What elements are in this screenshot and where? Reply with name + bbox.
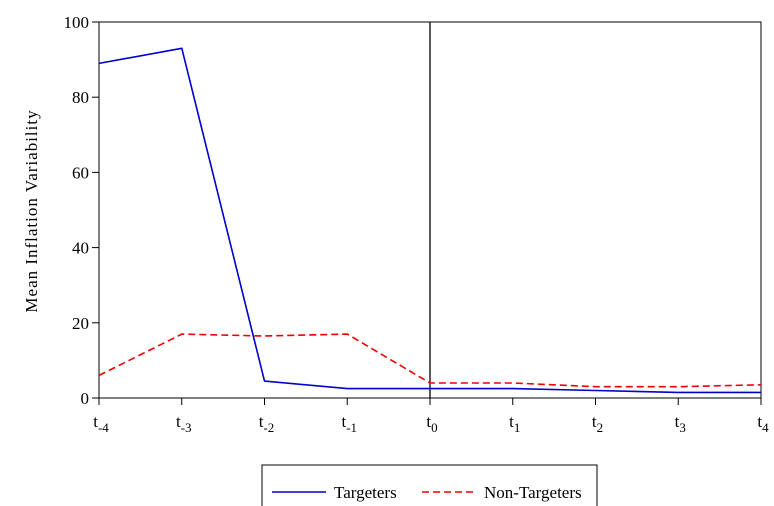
y-axis-label: Mean Inflation Variability — [22, 109, 41, 312]
x-tick-label: t-3 — [176, 412, 192, 435]
x-tick-label: t-4 — [93, 412, 109, 435]
legend-label: Non-Targeters — [484, 483, 582, 502]
series-line-targeters — [98, 47, 761, 394]
y-tick-label: 100 — [64, 13, 90, 32]
legend-box — [261, 464, 598, 506]
x-tick-label: t-1 — [341, 412, 357, 435]
y-tick-label: 20 — [72, 314, 89, 333]
y-tick-label: 60 — [72, 163, 89, 182]
x-tick-label: t0 — [426, 412, 437, 435]
x-tick-label: t2 — [592, 412, 603, 435]
x-tick-label: t3 — [675, 412, 686, 435]
y-tick-label: 40 — [72, 239, 89, 258]
x-tick-label: t1 — [509, 412, 520, 435]
x-tick-label: t4 — [757, 412, 769, 435]
series-line-non-targeters — [98, 333, 762, 388]
legend: Targeters Non-Targeters — [261, 464, 598, 506]
plot-area: 0 20 40 60 80 100 t-4 t-3 t-2 t-1 t0 t1 t2 t3 t4 — [64, 13, 770, 435]
legend-label: Targeters — [334, 483, 397, 502]
y-tick-label: 0 — [81, 389, 90, 408]
y-tick-label: 80 — [72, 88, 89, 107]
x-tick-label: t-2 — [259, 412, 275, 435]
